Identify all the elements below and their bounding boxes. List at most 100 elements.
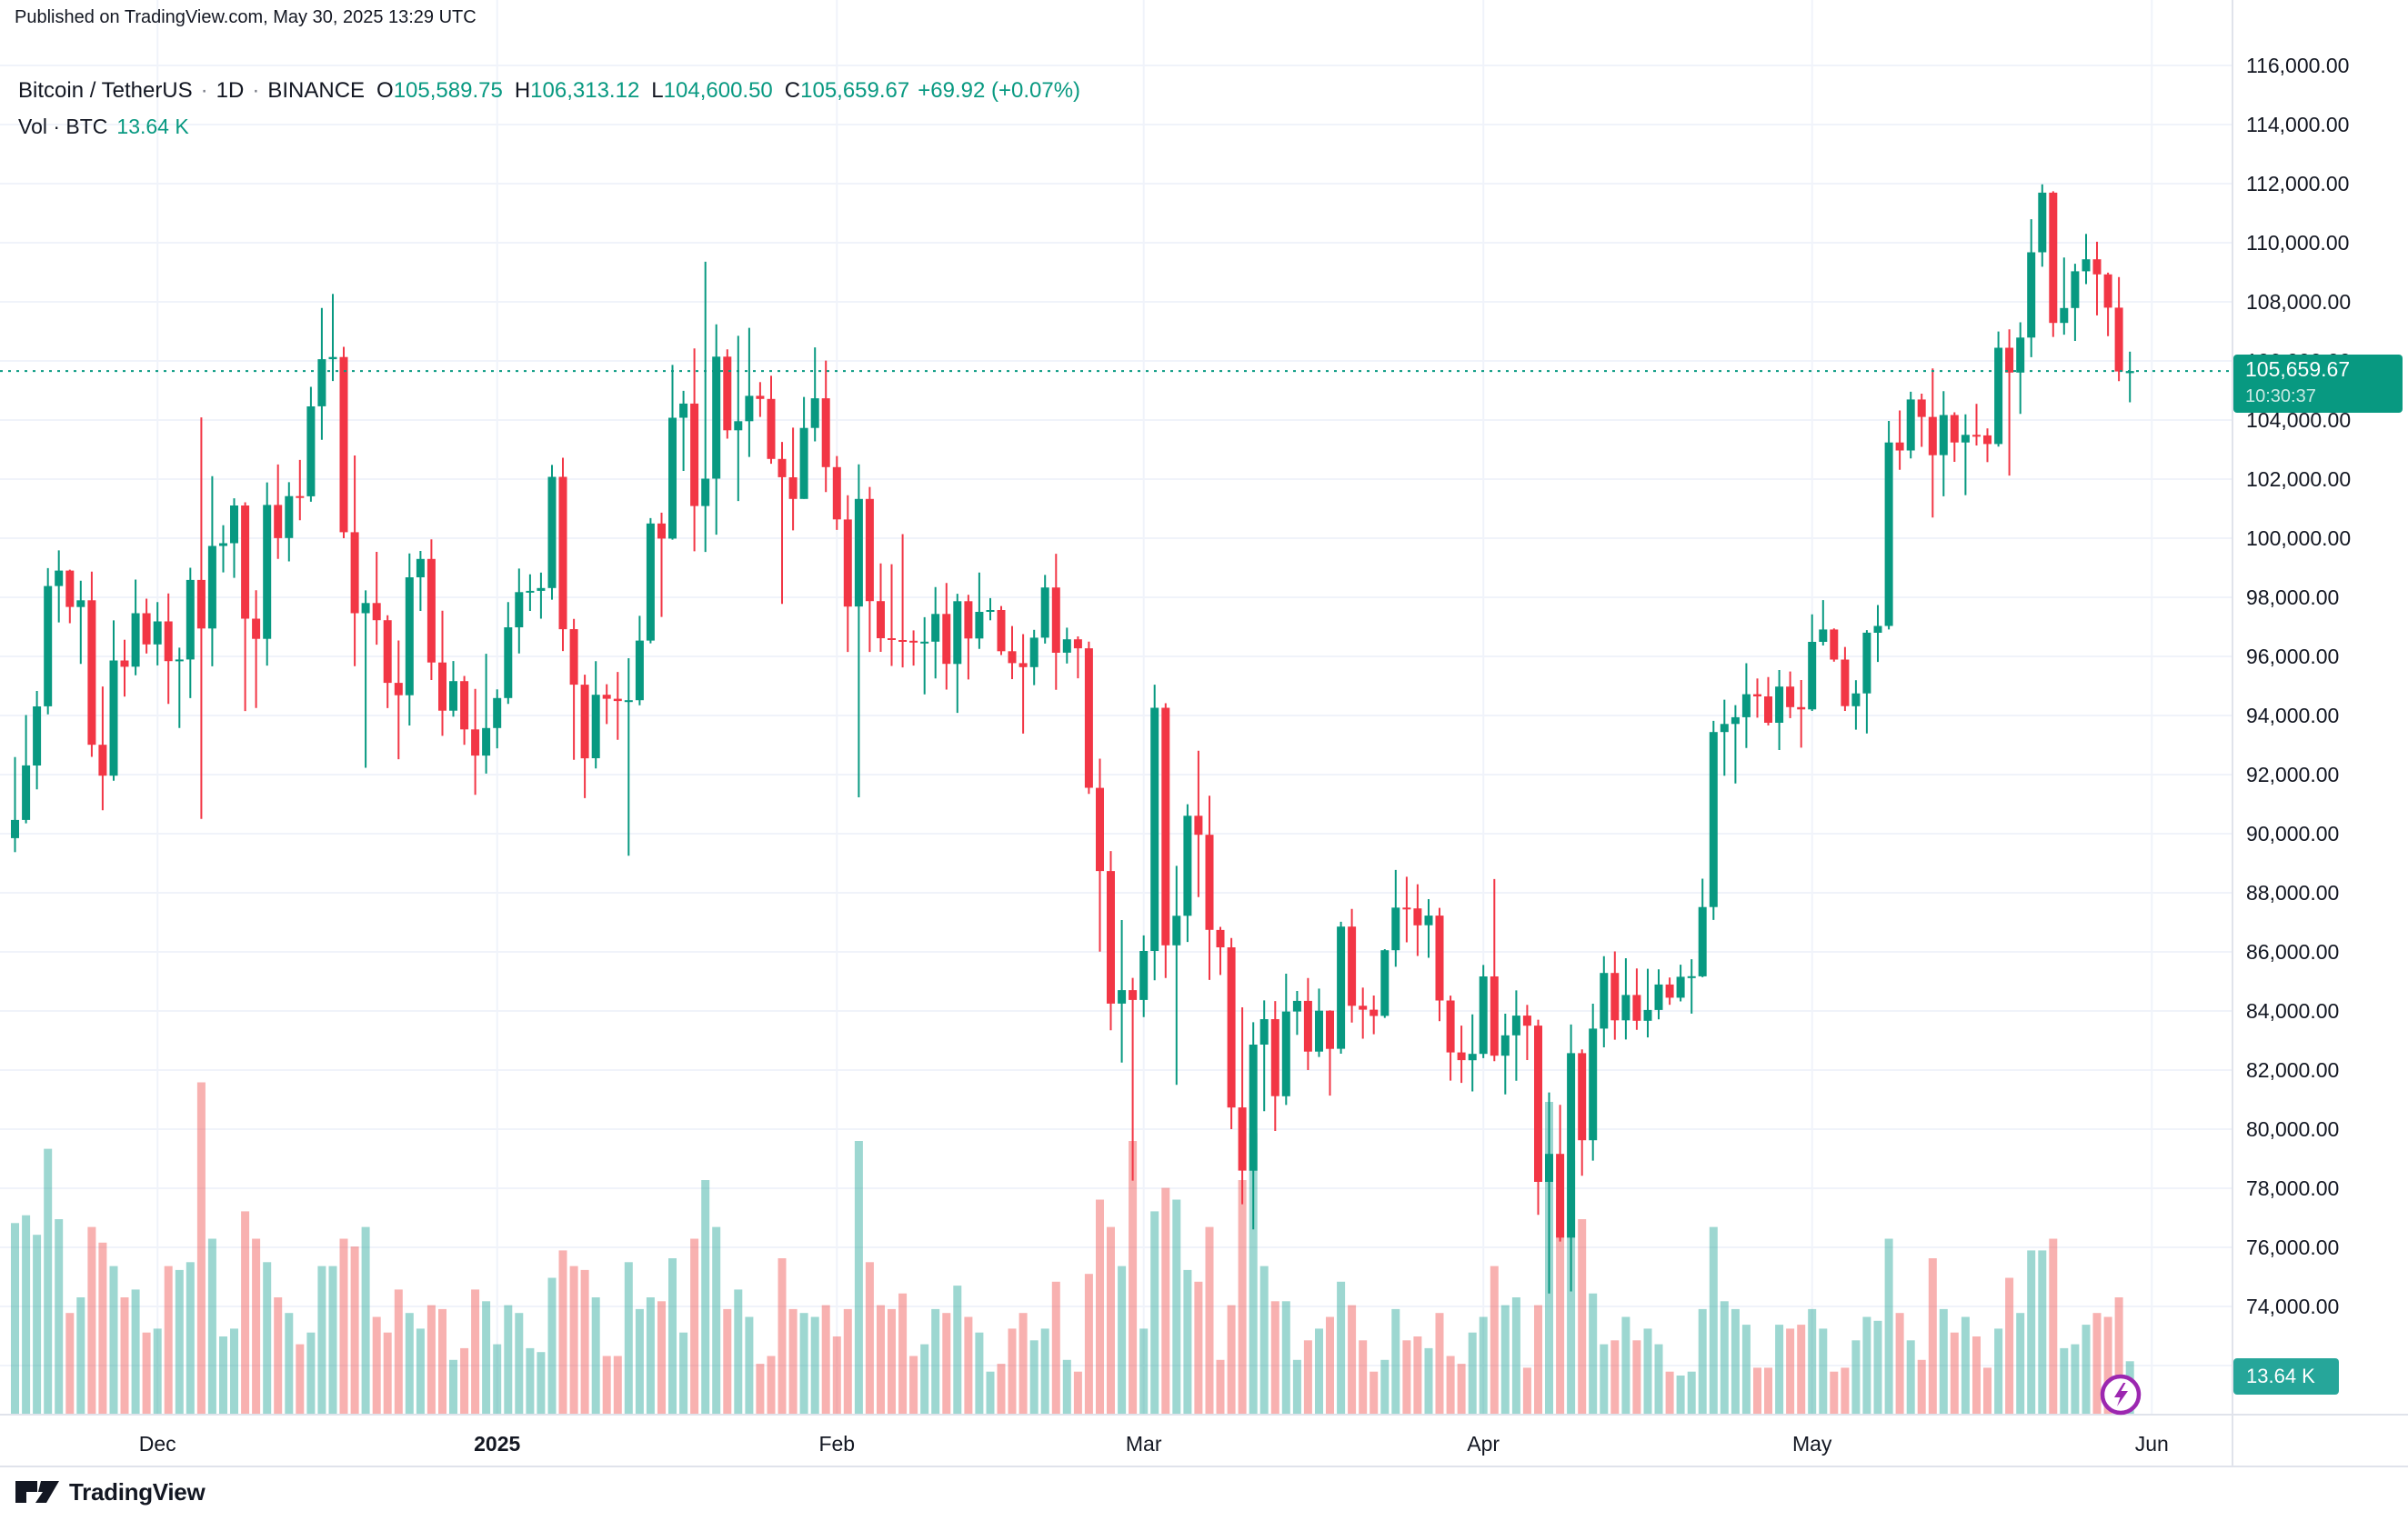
candlestick (175, 659, 184, 662)
volume-bar (569, 1266, 578, 1415)
candlestick (1490, 976, 1499, 1056)
candlestick (98, 745, 107, 776)
candlestick (2114, 307, 2123, 372)
candlestick (788, 477, 798, 499)
volume-bar (1129, 1141, 1138, 1415)
volume-bar (1983, 1367, 1992, 1415)
volume-bar (832, 1336, 841, 1415)
candlestick (964, 601, 973, 639)
candlestick (591, 695, 600, 758)
price-axis-tick: 80,000.00 (2246, 1117, 2339, 1141)
volume-bar (1161, 1187, 1170, 1415)
price-axis-tick: 76,000.00 (2246, 1236, 2339, 1259)
candlestick (1687, 976, 1696, 978)
candlestick (361, 603, 370, 614)
separator-dot: · (200, 78, 208, 103)
price-axis-tick: 112,000.00 (2246, 172, 2349, 195)
current-price-value: 105,659.67 (2245, 357, 2351, 381)
volume-bar (504, 1305, 513, 1415)
volume-bar (679, 1332, 688, 1415)
candlestick (832, 466, 841, 520)
volume-bar (339, 1238, 348, 1415)
footer-brand[interactable]: TradingView (15, 1478, 206, 1506)
volume-bar (1413, 1336, 1422, 1415)
volume-bar (1205, 1226, 1214, 1415)
volume-bar (2016, 1313, 2025, 1415)
volume-bar (328, 1266, 337, 1415)
candlestick (65, 570, 75, 607)
volume-bar (230, 1328, 238, 1415)
candlestick (2125, 371, 2134, 374)
volume-bar (460, 1347, 469, 1415)
candlestick (285, 495, 294, 538)
candlestick (877, 601, 885, 638)
volume-bar (526, 1347, 535, 1415)
candlestick (372, 603, 381, 621)
volume-legend-value: 13.64 K (116, 115, 189, 138)
candlestick (953, 601, 962, 665)
volume-bar (1797, 1325, 1806, 1415)
candlestick (76, 600, 85, 607)
candlestick (865, 498, 874, 602)
volume-bar (2082, 1325, 2091, 1415)
volume-bar (1534, 1305, 1542, 1415)
candlestick (296, 495, 305, 498)
candlestick (526, 590, 535, 593)
candlestick (997, 610, 1006, 652)
volume-bar (1468, 1332, 1477, 1415)
candlestick (1183, 816, 1192, 916)
symbol-legend: Bitcoin / TetherUS · 1D · BINANCE O105,5… (18, 78, 1080, 104)
candlestick (975, 612, 984, 639)
time-axis-tick: 2025 (474, 1432, 520, 1456)
volume-bar (471, 1289, 480, 1415)
volume-bar (2027, 1250, 2036, 1415)
candlestick (1172, 916, 1181, 946)
volume-bar (87, 1226, 96, 1415)
volume-bar (1249, 1133, 1258, 1415)
candlestick (1281, 1011, 1290, 1096)
candlestick (635, 640, 644, 701)
candlestick (602, 695, 611, 699)
candlestick (1479, 976, 1488, 1055)
volume-bar (657, 1301, 666, 1415)
volume-bar (131, 1289, 140, 1415)
candlestick (87, 600, 96, 745)
volume-bar (810, 1316, 819, 1415)
candlestick (920, 641, 929, 644)
volume-bar (580, 1269, 589, 1415)
candlestick (1632, 995, 1641, 1021)
candlestick (55, 570, 64, 586)
tradingview-logo-icon (15, 1480, 59, 1503)
candlestick (306, 406, 316, 496)
volume-bar (44, 1148, 53, 1415)
volume-bar (1928, 1258, 1937, 1415)
candlestick (942, 614, 951, 665)
candlestick (1018, 663, 1028, 667)
candlestick (515, 592, 524, 627)
candlestick (624, 700, 633, 703)
volume-bar (613, 1356, 622, 1415)
candlestick (493, 697, 502, 728)
change-readout: +69.92 (+0.07%) (918, 78, 1081, 103)
candlestick (1676, 976, 1685, 998)
candlestick (2005, 347, 2014, 373)
volume-bar (515, 1313, 524, 1415)
volume-bar (986, 1371, 995, 1415)
volume-bar (1589, 1293, 1598, 1415)
candlestick (449, 681, 457, 711)
volume-bar (909, 1356, 918, 1415)
volume-bar (1238, 1180, 1247, 1415)
candlestick (1259, 1019, 1269, 1045)
candlestick (1118, 990, 1127, 1004)
candlestick (1084, 648, 1093, 788)
candlestick (1972, 435, 1981, 437)
price-axis-tick: 86,000.00 (2246, 940, 2339, 964)
candlestick (1326, 1010, 1334, 1049)
volume-bar (2114, 1297, 2123, 1415)
lightning-badge-icon[interactable] (2097, 1371, 2144, 1418)
candlestick (1270, 1019, 1279, 1096)
candlestick (1567, 1053, 1576, 1238)
volume-bar (1435, 1313, 1444, 1415)
candlestick (1107, 871, 1115, 1004)
